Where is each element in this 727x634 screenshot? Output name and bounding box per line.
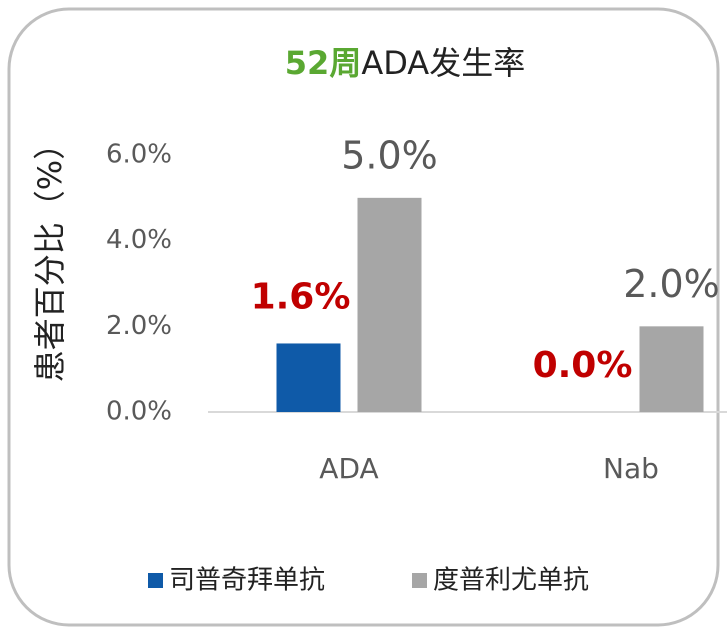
bar (639, 326, 704, 412)
y-tick-label: 6.0% (106, 140, 172, 170)
chart-title: 52周ADA发生率 (285, 44, 525, 82)
x-tick-label: Nab (603, 452, 659, 485)
value-label: 2.0% (623, 262, 720, 306)
title-text: ADA发生率 (361, 44, 525, 82)
bar (276, 343, 341, 412)
value-label: 5.0% (341, 133, 438, 177)
title-highlight: 52周 (285, 44, 362, 82)
legend-label: 度普利尤单抗 (433, 566, 589, 596)
y-axis-label: 患者百分比（%） (31, 128, 69, 382)
value-label: 0.0% (533, 345, 633, 386)
y-tick-label: 2.0% (106, 311, 172, 341)
y-tick-label: 0.0% (106, 397, 172, 427)
bar (357, 197, 422, 412)
legend-label: 司普奇拜单抗 (169, 566, 325, 596)
x-tick-label: ADA (319, 452, 378, 485)
legend-swatch (148, 573, 163, 588)
y-tick-label: 4.0% (106, 225, 172, 255)
legend-swatch (412, 573, 427, 588)
value-label: 1.6% (251, 276, 351, 317)
